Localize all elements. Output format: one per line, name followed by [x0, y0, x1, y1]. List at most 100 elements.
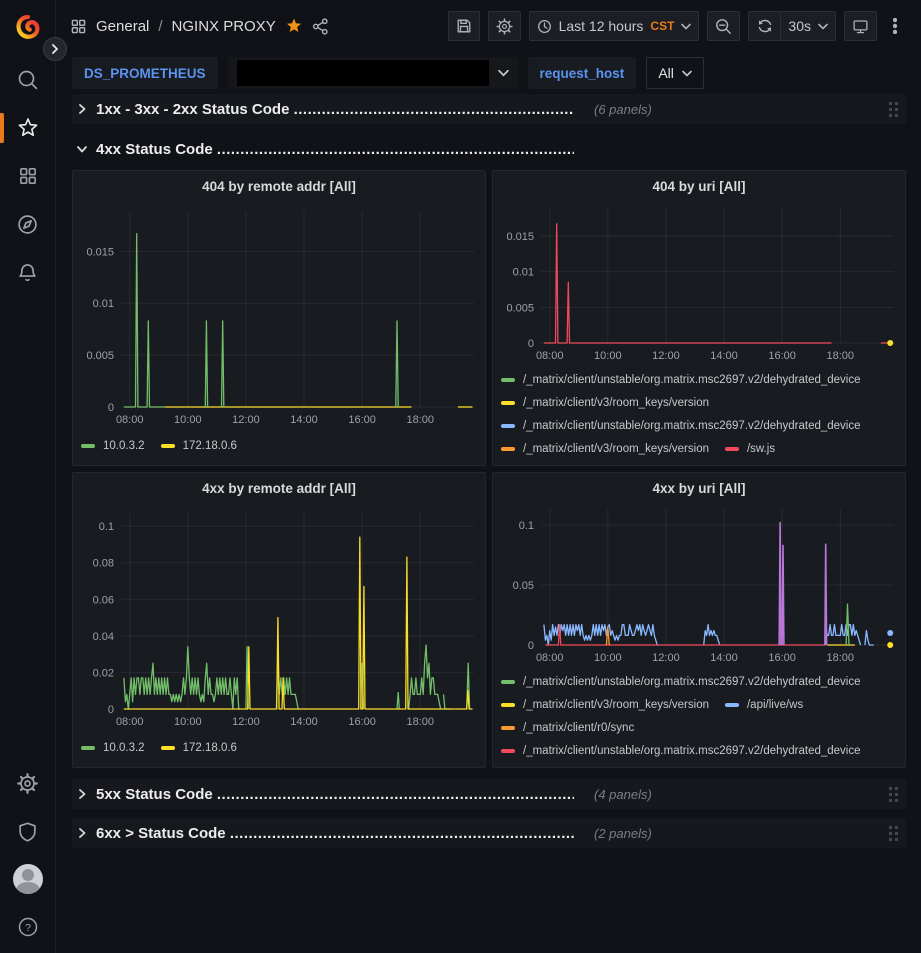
svg-text:0.02: 0.02 [93, 667, 114, 679]
svg-text:0.015: 0.015 [86, 246, 114, 258]
legend-item[interactable]: /_matrix/client/r0/sync [501, 721, 634, 736]
series-end-marker [887, 642, 894, 648]
dashboard-row-4xx[interactable]: 4xx Status Code ........................… [72, 134, 906, 164]
variable-dropdown-request-host[interactable]: All [646, 57, 704, 89]
time-range-picker[interactable]: Last 12 hours CST [528, 11, 700, 41]
sidebar-item-profile[interactable] [0, 855, 55, 903]
breadcrumb-section[interactable]: General [96, 17, 150, 35]
gear-icon [495, 17, 513, 35]
chart-plot[interactable]: 08:00 10:00 12:00 14:00 16:00 18:00 0 0.005 0.01… [81, 201, 479, 431]
panel-title[interactable]: 404 by remote addr [All] [202, 178, 356, 194]
chart-plot[interactable]: 08:00 10:00 12:00 14:00 16:00 18:00 0 0.05 0.1 [501, 503, 899, 665]
main-area: General / NGINX PROXY Last 12 hours CST [56, 0, 921, 953]
svg-text:18:00: 18:00 [826, 350, 854, 362]
favorite-star-icon[interactable] [285, 17, 303, 35]
legend-label: /_matrix/client/v3/room_keys/version [523, 442, 709, 455]
sidebar-item-search[interactable] [0, 56, 55, 104]
chart-plot[interactable]: 08:00 10:00 12:00 14:00 16:00 18:00 0 0.005 0.01… [501, 201, 899, 363]
refresh-interval-select[interactable]: 30s [780, 11, 836, 41]
legend-swatch [724, 447, 739, 452]
panel-title[interactable]: 404 by uri [All] [652, 178, 746, 194]
sidebar-item-alerting[interactable] [0, 248, 55, 296]
variable-label-request-host[interactable]: request_host [527, 57, 637, 89]
svg-text:16:00: 16:00 [768, 350, 796, 362]
svg-text:18:00: 18:00 [826, 652, 854, 664]
svg-text:14:00: 14:00 [290, 414, 318, 426]
dashboard-row-6xx[interactable]: 6xx > Status Code ......................… [72, 818, 906, 848]
sidebar-item-help[interactable]: ? [0, 903, 55, 951]
legend-swatch [724, 703, 739, 708]
legend-item[interactable]: /_matrix/client/unstable/org.matrix.msc2… [501, 373, 861, 388]
sidebar-item-explore[interactable] [0, 200, 55, 248]
zoom-out-button[interactable] [707, 11, 741, 41]
time-range-label: Last 12 hours [558, 18, 644, 34]
star-icon [18, 118, 37, 137]
kebab-menu-button[interactable] [885, 11, 905, 41]
sidebar-item-dashboards[interactable] [0, 152, 55, 200]
dashboard-settings-button[interactable] [487, 11, 521, 41]
legend-label: /api/live/ws [746, 698, 804, 711]
row-drag-handle[interactable] [889, 101, 898, 117]
tv-mode-button[interactable] [844, 11, 877, 41]
legend-item[interactable]: 172.18.0.6 [160, 439, 237, 454]
legend-item[interactable]: /_matrix/client/unstable/org.matrix.msc2… [501, 744, 861, 759]
chart-plot[interactable]: 08:00 10:00 12:00 14:00 16:00 18:00 0 0.02 0.04 0… [81, 503, 479, 733]
legend-item[interactable]: /_matrix/client/unstable/org.matrix.msc2… [501, 419, 861, 434]
legend-label: 172.18.0.6 [182, 742, 237, 754]
dashboard-row-1xx-3xx-2xx[interactable]: 1xx - 3xx - 2xx Status Code ............… [72, 94, 906, 124]
chart-area[interactable]: 08:00 10:00 12:00 14:00 16:00 18:00 0 0.02 0.04 0… [81, 503, 477, 733]
sidebar-item-server-admin[interactable] [0, 807, 55, 855]
bell-icon [19, 263, 36, 281]
chart-area[interactable]: 08:00 10:00 12:00 14:00 16:00 18:00 0 0.05 0.1 [501, 503, 897, 665]
svg-text:0.1: 0.1 [99, 521, 114, 533]
row-drag-handle[interactable] [889, 825, 898, 841]
variable-dropdown-datasource[interactable] [227, 57, 518, 89]
tv-monitor-icon [853, 19, 868, 33]
save-dashboard-button[interactable] [447, 11, 480, 41]
grafana-logo[interactable] [0, 0, 55, 56]
chevron-right-icon [76, 827, 88, 839]
sidebar-item-configuration[interactable] [0, 759, 55, 807]
legend-swatch [160, 444, 175, 449]
breadcrumb: General / NGINX PROXY [70, 17, 329, 35]
legend-swatch [81, 746, 95, 751]
panel-title[interactable]: 4xx by uri [All] [652, 480, 746, 496]
svg-text:08:00: 08:00 [116, 414, 144, 426]
legend-item[interactable]: /sw.js [724, 442, 775, 457]
legend-item[interactable]: 10.0.3.2 [81, 741, 145, 756]
row-drag-handle[interactable] [889, 786, 898, 802]
panel-title[interactable]: 4xx by remote addr [All] [202, 480, 356, 496]
legend-swatch [501, 378, 515, 383]
dashboard-row-5xx[interactable]: 5xx Status Code ........................… [72, 779, 906, 809]
row-panel-count: (2 panels) [594, 825, 652, 841]
legend-item[interactable]: /_matrix/client/v3/room_keys/version [501, 442, 709, 457]
legend-label: /_matrix/client/unstable/org.matrix.msc2… [523, 676, 861, 688]
svg-text:0.015: 0.015 [506, 231, 534, 243]
svg-text:12:00: 12:00 [652, 652, 680, 664]
legend-item[interactable]: /api/live/ws [724, 698, 804, 713]
legend-item[interactable]: /_matrix/client/v3/room_keys/version [501, 396, 709, 411]
svg-text:0: 0 [528, 640, 534, 652]
apps-grid-icon [71, 19, 86, 33]
legend-item[interactable]: /_matrix/client/unstable/org.matrix.msc2… [501, 675, 861, 690]
chevron-right-icon [52, 44, 58, 54]
legend-item[interactable]: 10.0.3.2 [81, 439, 145, 454]
refresh-button[interactable] [748, 11, 781, 41]
panel-404-by-remote-addr: 404 by remote addr [All] 08:00 10:00 12:00… [72, 170, 486, 466]
legend-item[interactable]: 172.18.0.6 [160, 741, 237, 756]
share-icon[interactable] [312, 17, 329, 35]
breadcrumb-dashboard-title[interactable]: NGINX PROXY [171, 17, 276, 35]
legend-label: 172.18.0.6 [182, 440, 237, 452]
sidebar-item-starred[interactable] [0, 104, 55, 152]
header-actions: Last 12 hours CST 30s [447, 11, 905, 41]
svg-text:0: 0 [108, 704, 114, 716]
row-panel-count: (6 panels) [594, 101, 652, 117]
variable-label-ds-prometheus[interactable]: DS_PROMETHEUS [72, 57, 218, 89]
sidebar-toggle-button[interactable] [43, 37, 67, 61]
legend-item[interactable]: /_matrix/client/v3/room_keys/version [501, 698, 709, 713]
svg-text:10:00: 10:00 [594, 350, 622, 362]
panel-4xx-by-uri: 4xx by uri [All] 08:00 10:00 12:00 14:00 16:… [492, 472, 906, 768]
chart-area[interactable]: 08:00 10:00 12:00 14:00 16:00 18:00 0 0.005 0.01… [501, 201, 897, 363]
chart-area[interactable]: 08:00 10:00 12:00 14:00 16:00 18:00 0 0.005 0.01… [81, 201, 477, 431]
legend-label: 10.0.3.2 [103, 742, 145, 754]
